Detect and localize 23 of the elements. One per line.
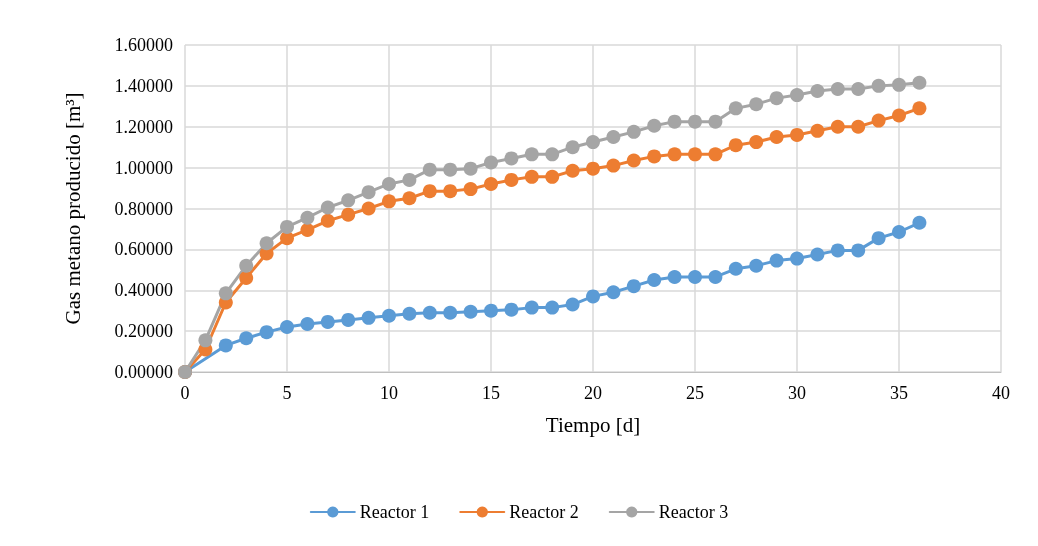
y-tick-label: 0.20000	[114, 321, 173, 342]
x-tick-label: 40	[992, 383, 1010, 403]
y-tick-label: 0.60000	[114, 239, 173, 260]
x-axis-title: Tiempo [d]	[545, 412, 641, 437]
x-tick-label: 30	[788, 383, 806, 403]
y-tick-label: 0.00000	[114, 362, 173, 382]
y-tick-label: 1.00000	[114, 157, 173, 178]
x-tick-label: 35	[890, 383, 908, 403]
y-tick-label: 0.40000	[114, 280, 173, 301]
x-tick-label: 25	[686, 383, 704, 403]
x-tick-label: 5	[282, 383, 292, 403]
x-tick-label: 15	[482, 383, 500, 403]
x-tick-label: 0	[180, 383, 190, 403]
legend-label: Reactor 3	[658, 502, 729, 522]
legend-label: Reactor 1	[359, 502, 430, 522]
y-tick-label: 1.20000	[114, 116, 173, 137]
legend-label: Reactor 2	[509, 502, 579, 522]
y-tick-label: 1.40000	[114, 75, 173, 96]
x-tick-label: 10	[380, 383, 398, 403]
x-tick-label: 20	[584, 383, 602, 403]
y-tick-label: 1.60000	[114, 35, 173, 55]
y-tick-label: 0.80000	[114, 198, 173, 219]
y-axis-title: Gas metano producido [m³]	[60, 92, 85, 325]
